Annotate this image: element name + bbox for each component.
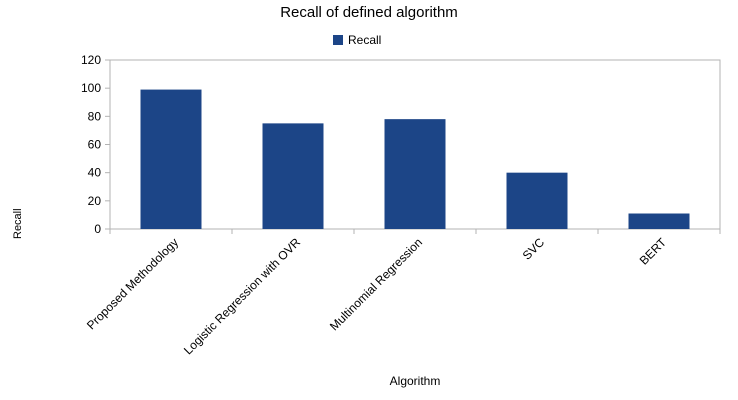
x-axis-label: Algorithm (389, 374, 441, 388)
y-tick-label: 120 (81, 53, 101, 67)
x-tick-label: SVC (520, 235, 548, 263)
y-tick-label: 0 (94, 222, 101, 236)
y-tick-label: 80 (88, 109, 102, 123)
bar (506, 172, 568, 229)
chart-title: Recall of defined algorithm (280, 4, 458, 21)
y-tick-label: 100 (81, 81, 101, 95)
x-tick-label: BERT (637, 235, 670, 268)
legend-label: Recall (348, 33, 382, 47)
x-tick-label: Logistic Regression with OVR (181, 235, 303, 357)
x-tick-label: Multinomial Regression (327, 235, 425, 333)
y-axis-label: Recall (12, 208, 24, 239)
y-tick-label: 60 (88, 138, 102, 152)
y-tick-label: 40 (88, 166, 102, 180)
bar (262, 123, 324, 229)
legend: Recall (333, 33, 381, 47)
bar (628, 213, 690, 229)
bar (384, 119, 446, 229)
x-tick-label: Proposed Methodology (84, 235, 181, 332)
legend-swatch (333, 35, 343, 45)
bar (140, 89, 202, 229)
y-tick-label: 20 (88, 194, 102, 208)
